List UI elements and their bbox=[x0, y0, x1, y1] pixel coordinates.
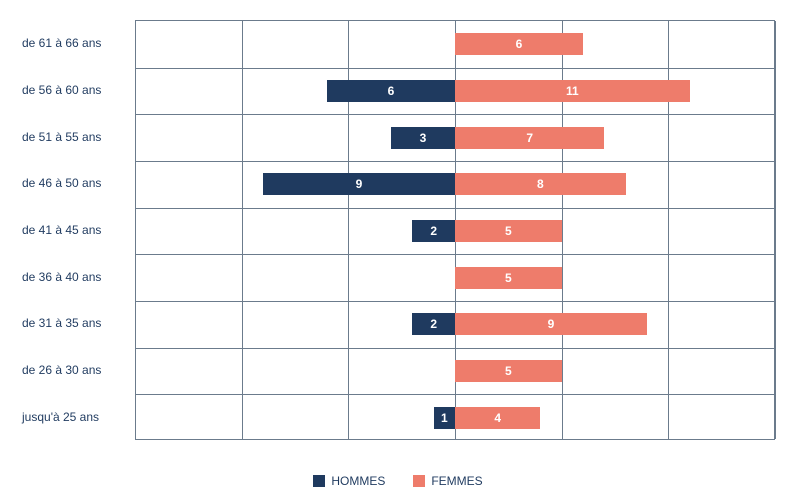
legend-item-femmes: FEMMES bbox=[413, 474, 482, 488]
legend: HOMMES FEMMES bbox=[0, 474, 796, 488]
row-separator bbox=[135, 68, 774, 69]
plot-area: 6611379825529514 bbox=[135, 20, 775, 440]
category-label: de 61 à 66 ans bbox=[22, 36, 147, 50]
category-label: de 46 à 50 ans bbox=[22, 176, 147, 190]
bar-femmes: 8 bbox=[455, 173, 626, 195]
row-separator bbox=[135, 394, 774, 395]
gridline bbox=[775, 21, 776, 439]
legend-swatch-hommes bbox=[313, 475, 325, 487]
bar-femmes: 5 bbox=[455, 220, 562, 242]
category-label: de 36 à 40 ans bbox=[22, 270, 147, 284]
category-label: jusqu'à 25 ans bbox=[22, 410, 147, 424]
bar-hommes: 3 bbox=[391, 127, 455, 149]
category-label: de 26 à 30 ans bbox=[22, 363, 147, 377]
row-separator bbox=[135, 301, 774, 302]
legend-swatch-femmes bbox=[413, 475, 425, 487]
row-separator bbox=[135, 254, 774, 255]
row-separator bbox=[135, 161, 774, 162]
bar-hommes: 1 bbox=[434, 407, 455, 429]
bar-femmes: 6 bbox=[455, 33, 583, 55]
bar-femmes: 5 bbox=[455, 267, 562, 289]
bar-femmes: 7 bbox=[455, 127, 604, 149]
bar-hommes: 9 bbox=[263, 173, 455, 195]
category-label: de 51 à 55 ans bbox=[22, 130, 147, 144]
row-separator bbox=[135, 208, 774, 209]
legend-item-hommes: HOMMES bbox=[313, 474, 385, 488]
category-label: de 31 à 35 ans bbox=[22, 316, 147, 330]
legend-label-hommes: HOMMES bbox=[331, 474, 385, 488]
gridline bbox=[242, 21, 243, 439]
bar-femmes: 5 bbox=[455, 360, 562, 382]
category-label: de 56 à 60 ans bbox=[22, 83, 147, 97]
bar-hommes: 6 bbox=[327, 80, 455, 102]
row-separator bbox=[135, 348, 774, 349]
bar-hommes: 2 bbox=[412, 220, 455, 242]
bar-femmes: 4 bbox=[455, 407, 540, 429]
bar-hommes: 2 bbox=[412, 313, 455, 335]
bar-femmes: 9 bbox=[455, 313, 647, 335]
legend-label-femmes: FEMMES bbox=[431, 474, 482, 488]
bar-femmes: 11 bbox=[455, 80, 690, 102]
category-label: de 41 à 45 ans bbox=[22, 223, 147, 237]
row-separator bbox=[135, 114, 774, 115]
age-gender-pyramid-chart: 6611379825529514 HOMMES FEMMES de 61 à 6… bbox=[0, 0, 796, 500]
